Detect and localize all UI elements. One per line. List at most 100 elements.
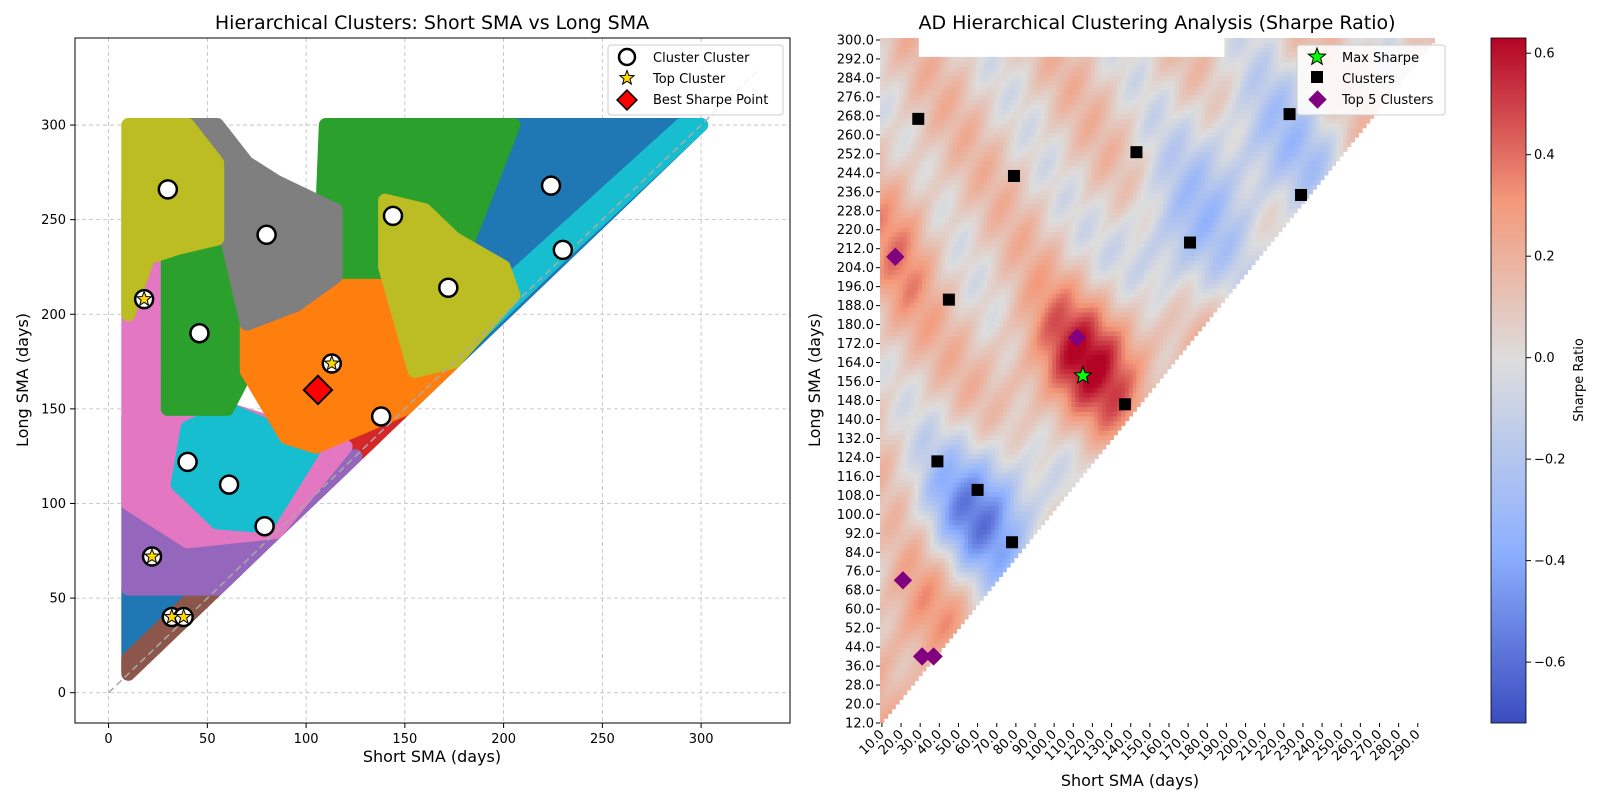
heatmap-cell <box>880 411 885 417</box>
heatmap-cell <box>929 260 935 266</box>
heatmap-cell <box>1224 288 1229 294</box>
heatmap-cell <box>899 397 904 403</box>
heatmap-cell <box>956 496 961 502</box>
heatmap-cell <box>945 425 950 431</box>
heatmap-cell <box>880 571 885 578</box>
heatmap-cell <box>1071 387 1076 393</box>
heatmap-cell <box>956 274 961 280</box>
heatmap-cell <box>941 345 946 351</box>
heatmap-cell <box>960 529 965 535</box>
heatmap-cell <box>1140 340 1145 346</box>
heatmap-cell <box>1144 345 1149 351</box>
heatmap-cell <box>1017 519 1023 526</box>
heatmap-cell <box>960 609 965 615</box>
heatmap-cell <box>910 293 915 299</box>
heatmap-cell <box>1048 472 1053 478</box>
heatmap-cell <box>1021 543 1026 549</box>
heatmap-cell <box>1002 335 1007 341</box>
heatmap-cell <box>964 316 969 322</box>
heatmap-cell <box>956 576 961 582</box>
heatmap-cell <box>1059 302 1065 308</box>
heatmap-cell <box>983 586 988 592</box>
heatmap-cell <box>1167 354 1172 360</box>
heatmap-cell <box>952 359 958 365</box>
heatmap-cell <box>922 368 927 374</box>
heatmap-cell <box>902 458 908 464</box>
heatmap-cell <box>1167 283 1172 289</box>
heatmap-cell <box>1056 359 1061 365</box>
heatmap-cell <box>960 255 965 261</box>
heatmap-cell <box>910 609 915 615</box>
heatmap-cell <box>914 590 919 596</box>
heatmap-cell <box>1094 449 1099 455</box>
heatmap-cell <box>945 274 950 280</box>
heatmap-cell <box>1228 260 1233 266</box>
heatmap-cell <box>1021 401 1026 407</box>
heatmap-cell <box>1082 439 1088 445</box>
heatmap-cell <box>945 363 950 370</box>
heatmap-cell <box>975 378 981 384</box>
heatmap-cell <box>1147 288 1153 294</box>
heatmap-cell <box>998 458 1003 464</box>
cluster-center-1 <box>256 224 277 246</box>
heatmap-cell <box>1155 293 1160 299</box>
heatmap-cell <box>956 330 961 337</box>
heatmap-cell <box>1021 293 1026 299</box>
heatmap-cell <box>1086 354 1092 360</box>
heatmap-cell <box>918 458 923 464</box>
heatmap-cell <box>925 482 931 488</box>
heatmap-cell <box>1086 278 1092 285</box>
heatmap-cell <box>1040 288 1046 294</box>
heatmap-cell <box>1044 425 1049 431</box>
heatmap-cell <box>880 387 885 393</box>
heatmap-cell <box>960 373 965 379</box>
heatmap-cell <box>1079 302 1084 308</box>
heatmap-cell <box>975 274 981 280</box>
heatmap-cell <box>1079 349 1084 356</box>
heatmap-cell <box>906 543 912 549</box>
heatmap-cell <box>922 623 927 630</box>
heatmap-cell <box>1036 316 1042 322</box>
heatmap-cell <box>906 340 912 346</box>
heatmap-cell <box>929 467 935 474</box>
heatmap-cell <box>1182 288 1187 294</box>
heatmap-cell <box>899 586 904 592</box>
heatmap-cell <box>910 619 915 625</box>
heatmap-cell <box>906 269 912 275</box>
heatmap-cell <box>964 288 969 294</box>
heatmap-cell <box>1235 264 1241 270</box>
heatmap-cell <box>929 552 935 559</box>
heatmap-cell <box>971 472 977 478</box>
heatmap-cell <box>994 330 1000 337</box>
heatmap-cell <box>998 430 1003 436</box>
heatmap-cell <box>971 534 977 540</box>
heatmap-cell <box>1205 278 1210 285</box>
heatmap-cell <box>922 562 927 568</box>
heatmap-cell <box>1155 297 1160 304</box>
heatmap-cell <box>998 274 1003 280</box>
heatmap-cell <box>891 472 896 478</box>
heatmap-cell <box>964 458 969 464</box>
heatmap-cell <box>1010 368 1015 374</box>
heatmap-cell <box>910 628 915 634</box>
heatmap-cell <box>1094 345 1099 351</box>
heatmap-cell <box>994 345 1000 351</box>
heatmap-cell <box>971 316 977 322</box>
heatmap-cell <box>956 392 961 398</box>
heatmap-cell <box>906 274 912 280</box>
heatmap-cell <box>998 401 1003 407</box>
heatmap-cell <box>910 552 915 559</box>
heatmap-cell <box>994 538 1000 544</box>
heatmap-cell <box>1075 274 1080 280</box>
heatmap-cell <box>998 264 1003 270</box>
heatmap-cell <box>945 491 950 497</box>
heatmap-cell <box>1044 349 1049 356</box>
heatmap-cell <box>971 411 977 417</box>
heatmap-cell <box>941 505 946 511</box>
heatmap-cell <box>914 463 919 469</box>
heatmap-cell <box>891 373 896 379</box>
heatmap-cell <box>1082 444 1088 450</box>
heatmap-cell <box>883 274 889 280</box>
heatmap-cell <box>1132 368 1137 374</box>
heatmap-cell <box>1075 316 1080 322</box>
